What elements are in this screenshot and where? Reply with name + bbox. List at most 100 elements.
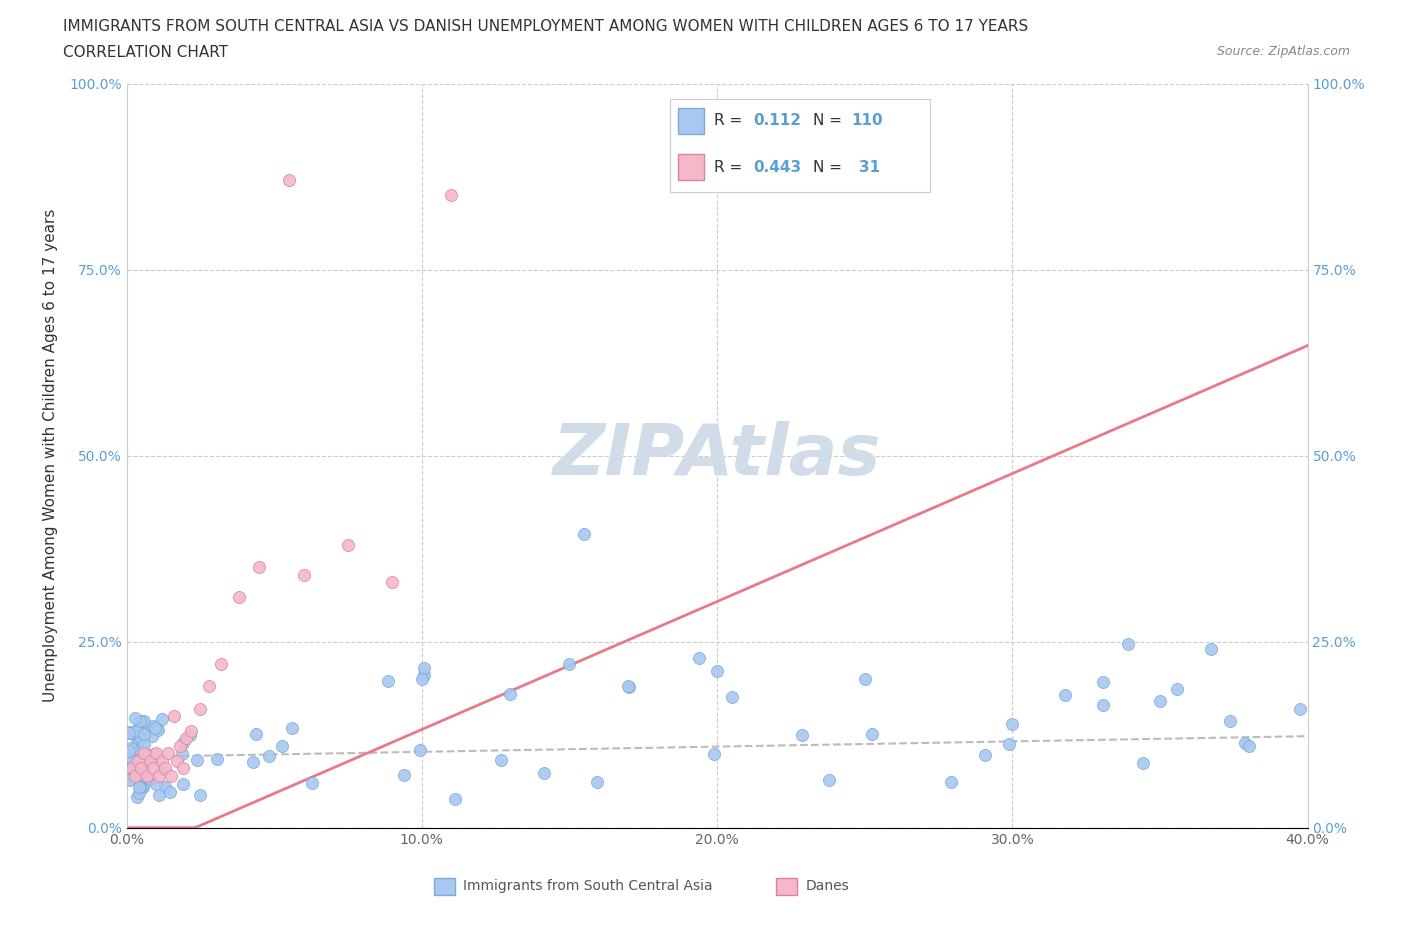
Point bbox=[150, 753, 173, 768]
Point bbox=[131, 725, 153, 740]
Point bbox=[143, 721, 166, 736]
Point bbox=[142, 719, 165, 734]
Point bbox=[160, 768, 183, 783]
Point bbox=[127, 790, 149, 804]
Point bbox=[860, 727, 883, 742]
Point bbox=[129, 761, 153, 776]
Point bbox=[205, 751, 228, 766]
Point bbox=[118, 772, 141, 787]
Point bbox=[139, 753, 162, 768]
Point bbox=[998, 737, 1021, 751]
Point bbox=[139, 772, 162, 787]
Point bbox=[132, 730, 155, 745]
Point bbox=[153, 779, 176, 794]
Point bbox=[180, 724, 202, 738]
Point bbox=[242, 754, 264, 769]
Point bbox=[141, 728, 163, 743]
Point bbox=[136, 768, 159, 783]
Point bbox=[706, 664, 728, 679]
Point bbox=[703, 747, 725, 762]
Point bbox=[245, 726, 267, 741]
Point bbox=[127, 763, 149, 777]
Point bbox=[249, 560, 271, 575]
Point bbox=[172, 746, 194, 761]
Point bbox=[150, 762, 173, 777]
Text: Danes: Danes bbox=[806, 879, 849, 893]
Point bbox=[301, 776, 323, 790]
Point bbox=[129, 731, 152, 746]
Point bbox=[128, 713, 150, 728]
Point bbox=[132, 726, 155, 741]
Point bbox=[172, 761, 194, 776]
Point bbox=[150, 711, 173, 726]
Point bbox=[1219, 713, 1241, 728]
Point bbox=[281, 721, 304, 736]
Point bbox=[145, 777, 167, 791]
Point bbox=[259, 748, 281, 763]
Point bbox=[617, 679, 640, 694]
Point bbox=[127, 732, 149, 747]
Point bbox=[688, 651, 710, 666]
Point bbox=[142, 747, 165, 762]
Point bbox=[124, 724, 146, 738]
Point bbox=[412, 660, 434, 675]
Point bbox=[118, 743, 141, 758]
Point bbox=[118, 771, 141, 786]
Point bbox=[174, 731, 197, 746]
Point bbox=[188, 788, 211, 803]
Point bbox=[1116, 636, 1139, 651]
Point bbox=[392, 768, 415, 783]
Point bbox=[209, 657, 232, 671]
Point bbox=[166, 753, 188, 768]
Point bbox=[128, 786, 150, 801]
Point bbox=[128, 780, 150, 795]
Point bbox=[122, 741, 145, 756]
Point bbox=[124, 766, 146, 781]
Point bbox=[1149, 694, 1171, 709]
Point bbox=[129, 754, 152, 769]
Text: ZIPAtlas: ZIPAtlas bbox=[553, 421, 882, 490]
Point bbox=[131, 768, 153, 783]
Point bbox=[586, 775, 609, 790]
Point bbox=[941, 775, 963, 790]
Point bbox=[721, 689, 744, 704]
Point bbox=[125, 724, 148, 738]
Text: Source: ZipAtlas.com: Source: ZipAtlas.com bbox=[1216, 45, 1350, 58]
Point bbox=[853, 671, 876, 686]
Point bbox=[974, 748, 997, 763]
Text: IMMIGRANTS FROM SOUTH CENTRAL ASIA VS DANISH UNEMPLOYMENT AMONG WOMEN WITH CHILD: IMMIGRANTS FROM SOUTH CENTRAL ASIA VS DA… bbox=[63, 19, 1029, 33]
Point bbox=[118, 725, 141, 740]
Point bbox=[278, 173, 301, 188]
Point bbox=[377, 674, 399, 689]
Point bbox=[134, 718, 156, 733]
Point bbox=[381, 575, 404, 590]
Point bbox=[121, 727, 143, 742]
Point bbox=[558, 657, 581, 671]
Point bbox=[169, 738, 191, 753]
Point bbox=[124, 711, 146, 725]
Point bbox=[1132, 755, 1154, 770]
FancyBboxPatch shape bbox=[776, 878, 797, 895]
Point bbox=[228, 590, 250, 604]
Point bbox=[1166, 682, 1188, 697]
FancyBboxPatch shape bbox=[433, 878, 456, 895]
Point bbox=[1001, 716, 1024, 731]
Point bbox=[172, 777, 194, 791]
Point bbox=[127, 737, 149, 751]
Point bbox=[124, 768, 146, 783]
Y-axis label: Unemployment Among Women with Children Ages 6 to 17 years: Unemployment Among Women with Children A… bbox=[44, 209, 58, 702]
Point bbox=[142, 761, 165, 776]
Point bbox=[148, 787, 170, 802]
Point bbox=[533, 765, 555, 780]
Point bbox=[148, 768, 170, 783]
Point bbox=[188, 701, 212, 716]
Point bbox=[179, 727, 201, 742]
Point bbox=[159, 785, 181, 800]
Point bbox=[792, 728, 814, 743]
Point bbox=[118, 765, 141, 780]
Point bbox=[1092, 698, 1115, 712]
Point bbox=[337, 538, 360, 552]
Point bbox=[499, 686, 522, 701]
Point bbox=[617, 680, 640, 695]
Point bbox=[440, 188, 463, 203]
